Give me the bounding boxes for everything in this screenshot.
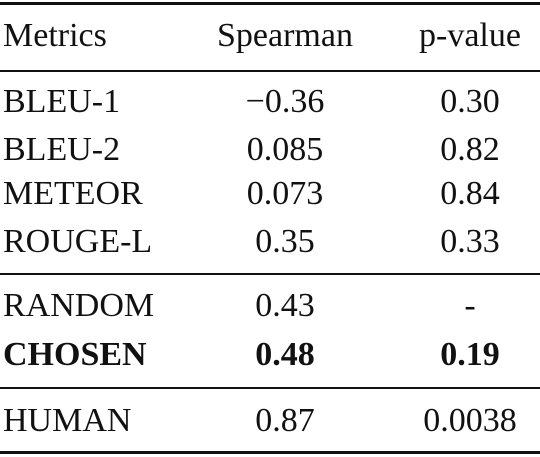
pvalue-value: 0.33 [440,223,500,260]
metric-name: ROUGE-L [3,223,153,260]
table-row-highlighted: CHOSEN 0.48 0.19 [0,335,540,375]
table-row: BLEU-2 0.085 0.82 [0,130,540,170]
metric-name: RANDOM [3,287,155,324]
table-row: METEOR 0.073 0.84 [0,174,540,214]
table-row: ROUGE-L 0.35 0.33 [0,222,540,262]
header-row: Metrics Spearman p-value [0,16,540,56]
header-metrics: Metrics [3,17,107,54]
table-row: BLEU-1 −0.36 0.30 [0,82,540,122]
pvalue-value: 0.84 [440,175,500,212]
table-row: HUMAN 0.87 0.0038 [0,401,540,441]
metric-name: HUMAN [3,402,132,439]
metric-name: METEOR [3,175,143,212]
bottom-rule [0,451,540,454]
group-rule [0,387,540,389]
metric-name: BLEU-1 [3,83,121,120]
header-rule [0,70,540,72]
pvalue-value: 0.82 [440,131,500,168]
group-rule [0,273,540,275]
metric-name: CHOSEN [3,336,147,373]
table-row: RANDOM 0.43 - [0,286,540,326]
spearman-value: 0.085 [246,131,324,168]
pvalue-value: 0.30 [440,83,500,120]
pvalue-value: 0.0038 [423,402,517,439]
metric-name: BLEU-2 [3,131,121,168]
pvalue-value: 0.19 [440,336,500,373]
top-rule [0,2,540,5]
spearman-value: 0.43 [255,287,315,324]
header-pvalue: p-value [419,17,521,54]
pvalue-value: - [464,287,476,324]
spearman-value: −0.36 [245,83,325,120]
spearman-value: 0.35 [255,223,315,260]
spearman-value: 0.87 [255,402,315,439]
spearman-value: 0.48 [255,336,315,373]
header-spearman: Spearman [217,17,353,54]
spearman-value: 0.073 [246,175,324,212]
